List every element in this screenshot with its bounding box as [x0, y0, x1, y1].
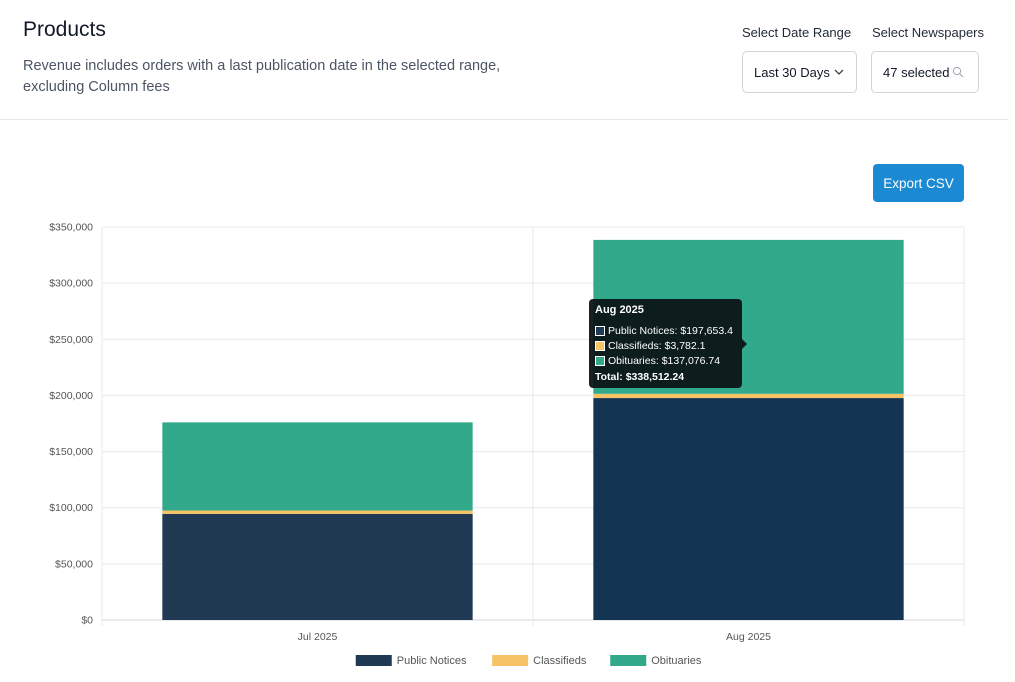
newspapers-label: Select Newspapers [872, 25, 984, 40]
y-tick-label: $300,000 [49, 278, 93, 290]
page-header: Products Revenue includes orders with a … [0, 0, 1008, 120]
y-tick-label: $100,000 [49, 502, 93, 514]
y-tick-label: $150,000 [49, 446, 93, 458]
tooltip-total: Total: $338,512.24 [595, 371, 685, 383]
bar-public-notices [162, 513, 473, 620]
bar-classifieds [162, 510, 473, 514]
page-title: Products [23, 18, 106, 41]
legend-swatch-obituaries [610, 655, 647, 666]
date-range-select[interactable]: Last 30 Days [742, 51, 857, 93]
page-subtitle: Revenue includes orders with a last publ… [23, 58, 501, 95]
newspapers-select[interactable]: 47 selected [871, 51, 979, 93]
tooltip-title: Aug 2025 [595, 304, 644, 316]
bar-public-notices [593, 398, 904, 620]
x-tick-label: Jul 2025 [298, 631, 338, 643]
x-tick-label: Aug 2025 [726, 631, 771, 643]
legend-label-obituaries: Obituaries [651, 655, 702, 667]
tooltip-swatch-obituaries [595, 355, 605, 366]
legend-swatch-classifieds [492, 655, 529, 666]
newspapers-value: 47 selected [883, 64, 950, 80]
tooltip-row: Classifieds: $3,782.1 [595, 338, 736, 353]
y-tick-label: $250,000 [49, 334, 93, 346]
tooltip-row: Obituaries: $137,076.74 [595, 353, 736, 368]
chart-tooltip: Aug 2025 Public Notices: $197,653.4 Clas… [589, 299, 747, 388]
legend-swatch-public-notices [355, 655, 392, 666]
legend-label-classifieds: Classifieds [533, 655, 587, 667]
tooltip-row: Public Notices: $197,653.4 [595, 323, 736, 338]
date-range-label: Select Date Range [742, 25, 852, 40]
tooltip-swatch-public-notices [595, 325, 605, 336]
bar-classifieds [593, 393, 904, 399]
y-tick-label: $0 [81, 615, 93, 627]
date-range-value: Last 30 Days [754, 64, 830, 80]
search-icon [952, 66, 963, 78]
legend-label-public-notices: Public Notices [397, 655, 467, 667]
y-tick-label: $50,000 [55, 558, 93, 570]
chevron-down-icon [834, 69, 844, 75]
tooltip-row-label: Classifieds: $3,782.1 [608, 339, 706, 352]
export-csv-button[interactable]: Export CSV [873, 164, 964, 202]
tooltip-swatch-classifieds [595, 340, 605, 351]
bar-obituaries [162, 422, 473, 511]
y-tick-label: $350,000 [49, 222, 93, 234]
y-tick-label: $200,000 [49, 390, 93, 402]
tooltip-row-label: Obituaries: $137,076.74 [608, 354, 721, 367]
tooltip-row-label: Public Notices: $197,653.4 [608, 324, 733, 337]
